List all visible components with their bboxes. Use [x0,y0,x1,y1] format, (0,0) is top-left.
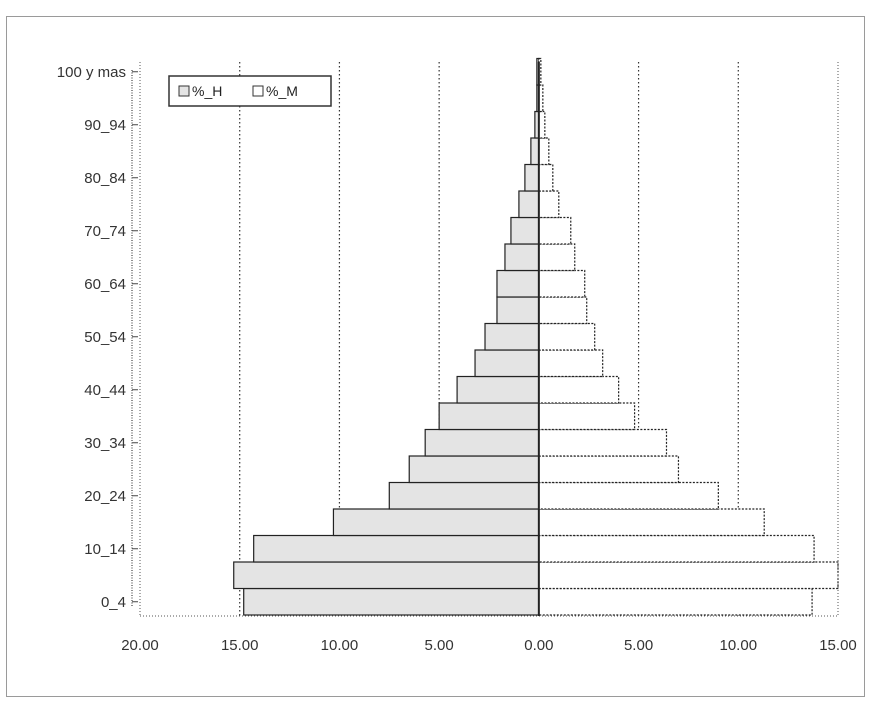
y-tick-label: 20_24 [84,488,126,505]
bar-m-55_59 [538,296,588,325]
bar-h-80_84 [524,163,540,192]
bar-h-5_9 [233,561,540,590]
bars [233,57,839,616]
y-tick-label: 80_84 [84,170,126,187]
bar-h-20_24 [388,481,540,510]
bar-h-15_19 [332,508,540,537]
tick-labels: 0_4 10_14 20_24 30_34 40_44 50_54 60_64 70_74 80… [57,64,857,654]
grid-lines [239,62,739,616]
legend-swatch-m [252,85,264,97]
bar-m-40_44 [538,375,620,404]
bar-m-60_64 [538,269,586,298]
bar-h-40_44 [456,375,540,404]
bar-h-10_14 [253,534,540,563]
y-tick-label: 0_4 [101,594,126,611]
bar-m-90_94 [538,110,546,139]
bar-h-25_29 [408,455,540,484]
bar-h-60_64 [496,269,540,298]
bar-m-30_34 [538,428,668,457]
y-tick-label: 90_94 [84,117,126,134]
x-tick-label: 5.00 [624,637,653,654]
bar-h-0_4 [243,587,540,616]
bar-h-65_69 [504,243,540,272]
x-tick-label: 10.00 [321,637,359,654]
y-tick-label: 60_64 [84,276,126,293]
x-tick-label: 10.00 [720,637,758,654]
bar-m-70_74 [538,216,572,245]
x-tick-label: 5.00 [425,637,454,654]
bar-m-10_14 [538,534,815,563]
bar-m-50_54 [538,322,596,351]
bar-m-45_49 [538,349,604,378]
legend-swatch-h [178,85,190,97]
bar-m-5_9 [538,561,839,590]
bar-m-35_39 [538,402,636,431]
x-tick-label: 15.00 [819,637,857,654]
bar-h-50_54 [484,322,540,351]
y-tick-label: 40_44 [84,382,126,399]
bar-h-70_74 [510,216,540,245]
x-tick-label: 20.00 [121,637,159,654]
bar-h-55_59 [496,296,540,325]
y-tick-label: 70_74 [84,223,126,240]
legend: %_H %_M [168,75,332,107]
bar-m-25_29 [538,455,680,484]
bar-m-20_24 [538,481,719,510]
y-tick-label: 50_54 [84,329,126,346]
bar-h-45_49 [474,349,540,378]
x-tick-label: 15.00 [221,637,259,654]
bar-m-75_79 [538,190,560,219]
y-tick-label: 100 y mas [57,64,126,81]
bar-m-15_19 [538,508,765,537]
legend-label-h: %_H [192,83,222,99]
bar-h-35_39 [438,402,540,431]
bar-h-75_79 [518,190,540,219]
axes [131,62,839,617]
legend-box [168,75,332,107]
x-tick-label: 0.00 [524,637,553,654]
legend-label-m: %_M [266,83,298,99]
bar-m-85_89 [538,137,550,166]
bar-h-85_89 [530,137,540,166]
bar-m-65_69 [538,243,576,272]
bar-m-0_4 [538,587,813,616]
bar-m-80_84 [538,163,554,192]
bar-h-30_34 [424,428,540,457]
y-tick-label: 30_34 [84,435,126,452]
y-tick-label: 10_14 [84,541,126,558]
